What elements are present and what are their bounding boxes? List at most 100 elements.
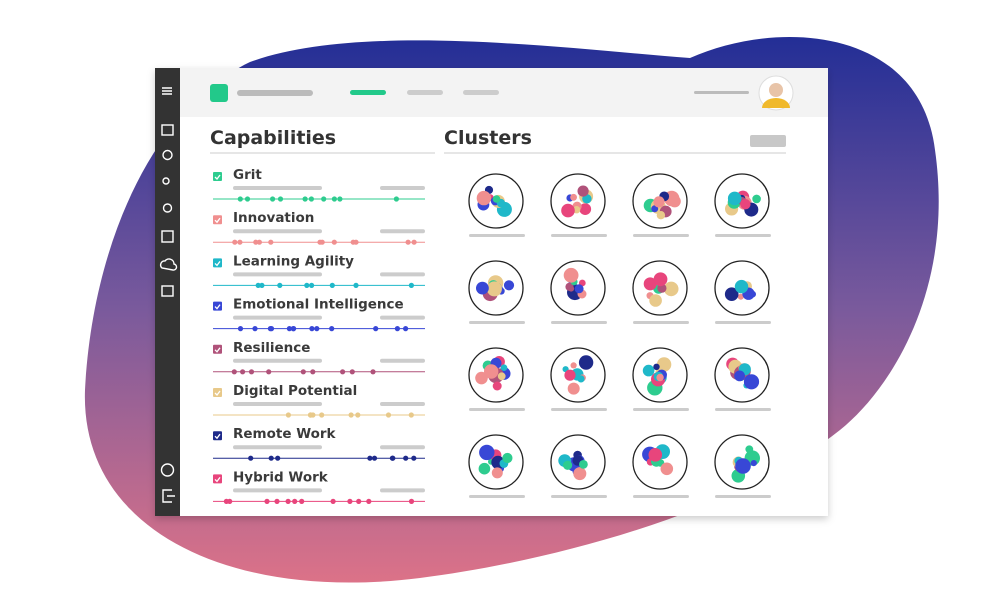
panel-title: Capabilities [210, 127, 336, 149]
bubble [491, 467, 503, 479]
bubble [476, 281, 489, 295]
dot [321, 196, 327, 202]
placeholder [380, 402, 425, 406]
dot [231, 369, 237, 375]
placeholder [551, 408, 607, 411]
check-mark [214, 304, 221, 310]
dot [275, 455, 281, 461]
dot [367, 455, 373, 461]
dot [408, 498, 415, 504]
placeholder [233, 488, 322, 493]
checkbox[interactable] [213, 215, 222, 225]
placeholder [469, 408, 525, 411]
check-mark [214, 174, 221, 180]
checkbox[interactable] [213, 172, 222, 181]
dot [266, 369, 272, 375]
dot [248, 369, 255, 375]
dot [253, 239, 259, 245]
checkbox[interactable] [213, 388, 222, 397]
bubble [484, 364, 499, 379]
logout-icon[interactable] [162, 489, 175, 503]
bubble [653, 272, 668, 287]
placeholder [469, 234, 525, 237]
checkbox[interactable] [213, 301, 222, 311]
bubble [478, 462, 491, 475]
dot [340, 369, 346, 375]
bubble [734, 370, 745, 382]
check-mark [214, 390, 221, 396]
dot [337, 196, 343, 202]
bubble [570, 362, 577, 369]
dot [237, 239, 243, 245]
placeholder [380, 229, 425, 234]
dot [252, 326, 258, 332]
bubble [563, 460, 573, 470]
bubble [492, 381, 502, 391]
icon[interactable] [161, 124, 174, 136]
bubble [660, 462, 674, 476]
dot [403, 326, 409, 332]
capability-label: Innovation [233, 210, 314, 226]
dot [331, 196, 337, 202]
logo [210, 84, 228, 102]
dot [411, 239, 417, 245]
placeholder [633, 408, 689, 411]
dot [405, 239, 411, 245]
check-mark [214, 477, 221, 483]
avatar-body [762, 98, 790, 108]
dot [277, 196, 284, 202]
dot [290, 326, 296, 332]
bubble [734, 279, 749, 294]
dot [248, 455, 254, 461]
checkbox[interactable] [213, 431, 222, 441]
bubble [642, 364, 655, 377]
placeholder [715, 234, 771, 237]
placeholder [715, 321, 771, 324]
dot [244, 196, 251, 202]
button[interactable] [750, 135, 786, 147]
icon[interactable] [162, 203, 173, 213]
checkbox[interactable] [213, 344, 222, 354]
bubble [752, 194, 761, 204]
nav-tab[interactable] [407, 90, 443, 95]
icon[interactable] [159, 258, 178, 271]
menu-icon[interactable] [162, 87, 172, 95]
placeholder [380, 315, 425, 320]
bubble [486, 281, 502, 297]
capability-label: Hybrid Work [233, 469, 329, 485]
bubble [737, 293, 744, 300]
dot [309, 326, 315, 332]
bubble [653, 363, 660, 370]
icon[interactable] [161, 285, 174, 297]
dot [366, 498, 372, 504]
bubble [475, 371, 488, 385]
dot [300, 369, 306, 375]
placeholder [233, 315, 322, 320]
cluster[interactable] [550, 173, 606, 229]
check-mark [214, 217, 221, 224]
icon[interactable] [162, 149, 173, 161]
dot [299, 498, 305, 504]
icon[interactable] [162, 177, 170, 185]
bubble [648, 448, 663, 462]
dot [274, 498, 280, 504]
check-mark [214, 347, 221, 353]
bubble [572, 206, 581, 214]
dot [394, 326, 400, 332]
icon[interactable] [161, 230, 174, 243]
dot [370, 369, 376, 375]
placeholder [469, 321, 525, 324]
capability-label: Remote Work [233, 426, 337, 442]
bubble [656, 357, 672, 372]
help-icon[interactable] [160, 463, 175, 477]
dot [285, 412, 291, 418]
checkbox[interactable] [213, 474, 222, 484]
checkbox[interactable] [213, 258, 222, 268]
nav-tab[interactable] [463, 90, 499, 95]
nav-tab[interactable] [350, 90, 386, 95]
dot [403, 455, 409, 461]
bubble [574, 284, 584, 294]
dot [317, 239, 323, 245]
dot [408, 282, 414, 288]
bubble [743, 374, 760, 390]
